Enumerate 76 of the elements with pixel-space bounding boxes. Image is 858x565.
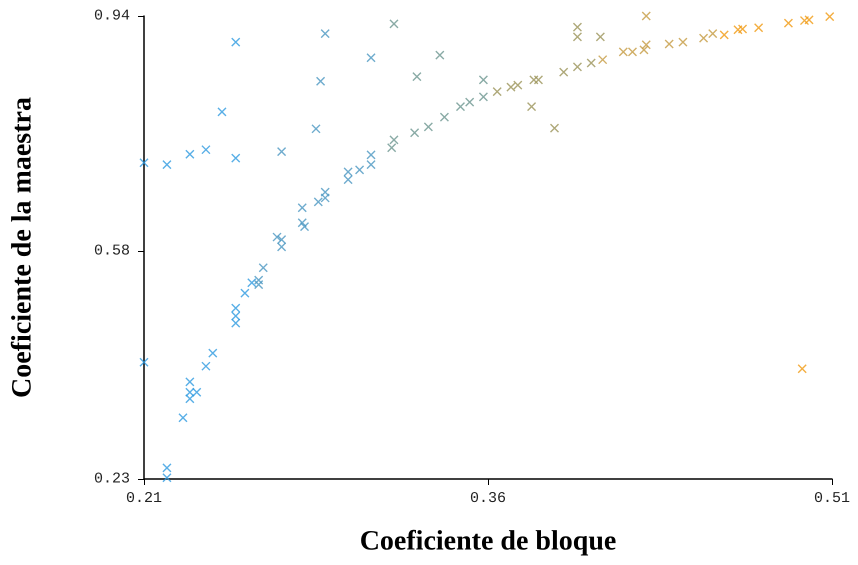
point: [526, 102, 536, 112]
point: [272, 232, 282, 242]
point: [139, 158, 149, 168]
point: [586, 58, 596, 68]
y-axis-title: Coeficiente de la maestra: [6, 97, 38, 398]
y-tick-label: 0.94: [94, 8, 130, 24]
point: [254, 275, 264, 285]
point: [254, 280, 264, 290]
point: [316, 76, 326, 86]
point: [628, 47, 638, 57]
point: [298, 203, 307, 212]
point: [298, 218, 307, 228]
point: [825, 12, 834, 22]
point: [478, 92, 488, 102]
point: [720, 30, 729, 40]
point: [366, 53, 376, 62]
point: [800, 16, 810, 26]
point: [478, 75, 488, 85]
point: [231, 153, 240, 163]
point: [464, 97, 474, 107]
point: [178, 413, 188, 422]
point: [185, 150, 195, 159]
point: [300, 222, 310, 232]
point: [738, 24, 748, 34]
point: [639, 45, 649, 55]
point: [424, 122, 434, 132]
point: [240, 288, 250, 298]
point: [754, 23, 764, 32]
point: [192, 388, 202, 397]
point: [314, 197, 323, 207]
point: [231, 37, 240, 47]
point: [558, 67, 568, 77]
point: [598, 54, 608, 64]
point: [139, 358, 149, 367]
point: [678, 37, 688, 47]
point: [440, 112, 450, 122]
point: [208, 348, 218, 358]
point: [506, 82, 516, 92]
point: [797, 364, 807, 374]
point: [354, 165, 364, 175]
x-tick-label: 0.21: [126, 490, 162, 507]
point: [534, 75, 544, 85]
point: [247, 278, 256, 288]
point: [708, 28, 718, 38]
point: [642, 11, 651, 21]
point: [162, 160, 172, 170]
point: [435, 50, 445, 60]
point: [572, 62, 582, 72]
y-tick-label: 0.58: [94, 242, 130, 260]
point: [320, 28, 330, 38]
point: [642, 40, 651, 50]
point: [456, 102, 466, 112]
point: [664, 39, 674, 49]
y-tick-label: 0.23: [94, 470, 130, 488]
point: [529, 75, 539, 85]
x-axis-title: Coeficiente de bloque: [360, 526, 616, 556]
point: [201, 361, 211, 371]
point: [804, 15, 814, 25]
x-tick-label: 0.51: [814, 490, 850, 507]
point: [410, 128, 420, 138]
point: [389, 19, 399, 29]
x-tick-label: 0.36: [470, 490, 506, 507]
point: [217, 107, 227, 117]
point: [513, 80, 523, 90]
point: [492, 86, 502, 96]
point: [784, 18, 794, 28]
point: [596, 32, 606, 42]
point: [733, 24, 743, 34]
point: [618, 47, 628, 57]
point: [201, 144, 211, 154]
point: [276, 146, 286, 156]
point: [550, 123, 560, 133]
point: [258, 263, 268, 272]
point: [412, 72, 422, 82]
point: [698, 33, 708, 43]
point: [311, 124, 321, 134]
